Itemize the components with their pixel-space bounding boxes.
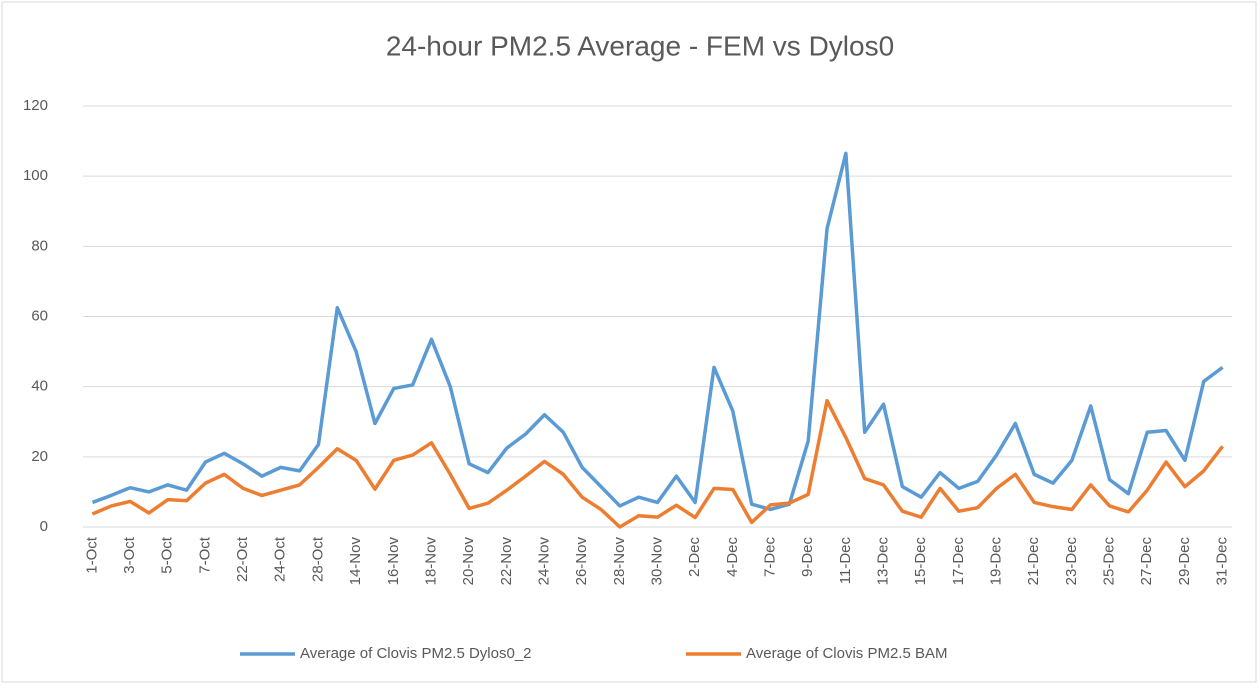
chart-title: 24-hour PM2.5 Average - FEM vs Dylos0 <box>386 30 894 61</box>
y-tick-label: 40 <box>31 378 48 395</box>
x-tick-label: 28-Nov <box>611 537 628 586</box>
x-tick-label: 17-Dec <box>950 537 967 586</box>
x-tick-label: 11-Dec <box>837 537 854 585</box>
y-tick-label: 100 <box>23 167 48 184</box>
x-tick-label: 27-Dec <box>1138 537 1155 586</box>
x-tick-label: 29-Dec <box>1176 537 1193 586</box>
x-tick-label: 16-Nov <box>385 537 402 586</box>
x-tick-label: 9-Dec <box>799 537 816 578</box>
x-tick-label: 1-Oct <box>83 536 100 574</box>
legend-label: Average of Clovis PM2.5 Dylos0_2 <box>300 645 532 662</box>
x-tick-label: 4-Dec <box>724 537 741 578</box>
x-tick-label: 18-Nov <box>422 537 439 586</box>
x-tick-label: 30-Nov <box>648 537 665 586</box>
series-line <box>91 398 1224 529</box>
x-tick-label: 3-Oct <box>121 536 138 574</box>
x-tick-label: 20-Nov <box>460 537 477 586</box>
x-tick-label: 2-Dec <box>686 537 703 578</box>
series-line <box>91 151 1224 512</box>
x-tick-label: 24-Oct <box>272 536 289 582</box>
x-tick-label: 7-Dec <box>761 537 778 578</box>
x-tick-label: 21-Dec <box>1025 537 1042 586</box>
x-tick-label: 26-Nov <box>573 537 590 586</box>
x-tick-label: 23-Dec <box>1063 537 1080 586</box>
y-tick-label: 0 <box>40 518 48 535</box>
x-tick-label: 28-Oct <box>309 536 326 582</box>
x-tick-label: 25-Dec <box>1101 537 1118 586</box>
y-tick-label: 80 <box>31 237 48 254</box>
x-tick-label: 5-Oct <box>159 536 176 574</box>
x-tick-label: 22-Nov <box>498 537 515 586</box>
y-tick-label: 20 <box>31 448 48 465</box>
x-tick-label: 13-Dec <box>875 537 892 586</box>
x-tick-label: 7-Oct <box>196 536 213 574</box>
x-tick-label: 14-Nov <box>347 537 364 586</box>
x-tick-label: 15-Dec <box>912 537 929 586</box>
x-tick-label: 24-Nov <box>535 537 552 586</box>
legend-label: Average of Clovis PM2.5 BAM <box>746 645 947 662</box>
y-tick-label: 60 <box>31 307 48 324</box>
x-tick-label: 22-Oct <box>234 536 251 582</box>
x-tick-label: 31-Dec <box>1214 537 1231 586</box>
y-tick-label: 120 <box>23 97 48 114</box>
x-tick-label: 19-Dec <box>988 537 1005 586</box>
